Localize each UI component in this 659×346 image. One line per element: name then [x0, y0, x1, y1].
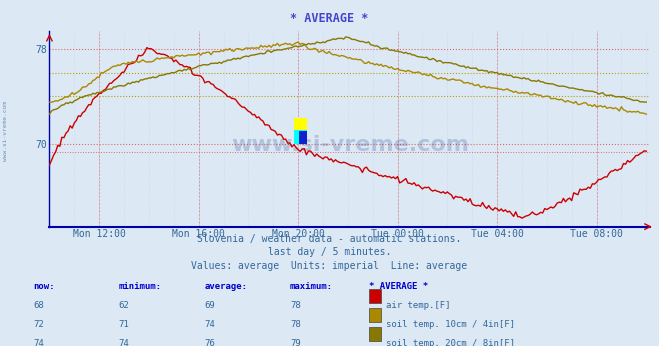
Text: 72: 72 — [33, 320, 43, 329]
Text: average:: average: — [204, 282, 247, 291]
Text: 78: 78 — [290, 301, 301, 310]
Bar — [294, 130, 307, 144]
Text: www.si-vreme.com: www.si-vreme.com — [231, 135, 469, 155]
Text: maximum:: maximum: — [290, 282, 333, 291]
Text: 68: 68 — [33, 301, 43, 310]
Text: 69: 69 — [204, 301, 215, 310]
Text: 74: 74 — [119, 339, 129, 346]
Text: air temp.[F]: air temp.[F] — [386, 301, 450, 310]
Text: last day / 5 minutes.: last day / 5 minutes. — [268, 247, 391, 257]
Text: soil temp. 20cm / 8in[F]: soil temp. 20cm / 8in[F] — [386, 339, 515, 346]
Text: 62: 62 — [119, 301, 129, 310]
Text: 79: 79 — [290, 339, 301, 346]
Text: Values: average  Units: imperial  Line: average: Values: average Units: imperial Line: av… — [191, 261, 468, 271]
Text: 74: 74 — [204, 320, 215, 329]
Text: now:: now: — [33, 282, 55, 291]
Bar — [294, 118, 307, 144]
Text: www.si-vreme.com: www.si-vreme.com — [3, 101, 8, 162]
Bar — [299, 131, 307, 144]
Text: minimum:: minimum: — [119, 282, 161, 291]
Text: 76: 76 — [204, 339, 215, 346]
Text: 78: 78 — [290, 320, 301, 329]
Text: * AVERAGE *: * AVERAGE * — [369, 282, 428, 291]
Text: 74: 74 — [33, 339, 43, 346]
Text: Slovenia / weather data - automatic stations.: Slovenia / weather data - automatic stat… — [197, 234, 462, 244]
Text: * AVERAGE *: * AVERAGE * — [291, 12, 368, 25]
Text: soil temp. 10cm / 4in[F]: soil temp. 10cm / 4in[F] — [386, 320, 515, 329]
Text: 71: 71 — [119, 320, 129, 329]
